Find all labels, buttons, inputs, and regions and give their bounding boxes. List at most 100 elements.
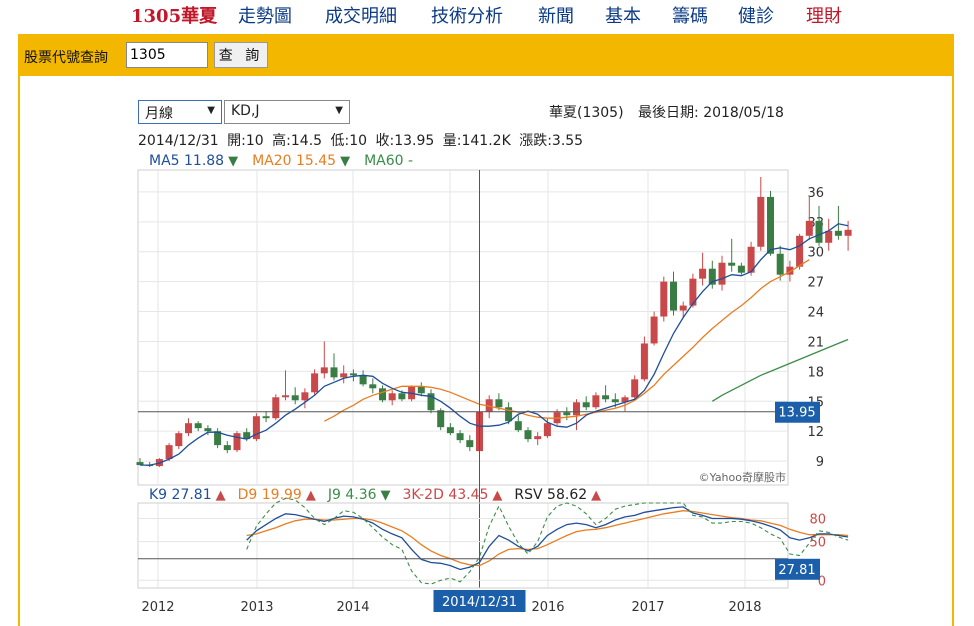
- candle-body: [485, 399, 493, 412]
- nav-health-check[interactable]: 健診: [738, 6, 774, 27]
- nav-stock-name[interactable]: 1305華夏: [131, 6, 218, 27]
- candle-body: [252, 416, 260, 440]
- price-crosshair-box: [775, 401, 820, 423]
- candle-body: [330, 367, 338, 378]
- query-bar: 股票代號查詢 查 詢: [20, 36, 952, 76]
- ma-legend-item: MA60 -: [364, 153, 413, 169]
- change-value: 3.55: [551, 133, 584, 149]
- ma60-line: [711, 338, 849, 402]
- nav-technical-analysis[interactable]: 技術分析: [431, 6, 503, 27]
- content-frame: 股票代號查詢 查 詢: [18, 34, 954, 626]
- j9-line: [246, 497, 849, 585]
- low-value: 10: [349, 133, 368, 149]
- candle-body: [747, 246, 755, 273]
- kd-current-label: 27.81: [778, 563, 815, 578]
- candle-body: [379, 388, 386, 401]
- candle-body: [660, 281, 668, 317]
- candle-body: [223, 445, 231, 451]
- open-label: 開:: [227, 133, 246, 149]
- high-label: 高:: [272, 133, 291, 149]
- nav-fundamentals[interactable]: 基本: [605, 6, 641, 27]
- candle-body: [708, 268, 716, 285]
- candle-body: [214, 431, 222, 446]
- nav-finance[interactable]: 理財: [806, 6, 842, 27]
- period-select-value: 月線: [145, 106, 173, 122]
- candle-body: [679, 305, 687, 311]
- ma-legend-item: MA5 11.88: [149, 153, 224, 169]
- arrow-up-icon: ▲: [216, 488, 226, 503]
- x-tick-label: 2017: [631, 600, 664, 615]
- kd-tick-label: 0: [818, 574, 826, 589]
- stock-name: 華夏(1305): [549, 105, 624, 121]
- ma5-line: [140, 223, 849, 466]
- kd-tick-label: 50: [809, 536, 826, 551]
- candle-body: [834, 230, 842, 236]
- candle-body: [185, 423, 192, 434]
- candle-body: [650, 316, 658, 344]
- kd-legend-item: J9 4.36: [327, 487, 377, 503]
- nav-trend-chart[interactable]: 走勢圖: [238, 6, 292, 27]
- nav-news[interactable]: 新聞: [538, 6, 574, 27]
- price-tick-label: 9: [816, 455, 824, 470]
- last-date: 2018/05/18: [703, 105, 784, 121]
- candle-body: [165, 445, 173, 460]
- candle-body: [670, 281, 677, 311]
- candle-body: [340, 373, 348, 378]
- date-crosshair-box: [433, 590, 526, 612]
- candle-body: [320, 367, 328, 374]
- change-label: 漲跌:: [519, 133, 552, 149]
- x-tick-label: 2018: [728, 600, 761, 615]
- candle-body: [796, 235, 804, 267]
- arrow-up-icon: ▲: [492, 488, 502, 503]
- price-tick-label: 24: [807, 306, 824, 321]
- close-value: 13.95: [394, 133, 435, 149]
- k9-line: [246, 506, 849, 571]
- candle-body: [534, 436, 542, 440]
- price-crosshair-label: 13.95: [778, 406, 815, 421]
- kd-legend-item: D9 19.99: [238, 487, 302, 503]
- candle-body: [233, 433, 241, 451]
- query-label: 股票代號查詢: [24, 50, 108, 66]
- x-tick-label: 2016: [531, 600, 564, 615]
- x-tick-label: 2012: [141, 600, 174, 615]
- query-button[interactable]: 查 詢: [214, 42, 268, 68]
- candle-body: [437, 410, 445, 428]
- candle-body: [573, 402, 580, 416]
- kd-tick-label: 80: [809, 512, 826, 527]
- open-value: 10: [245, 133, 264, 149]
- arrow-down-icon: ▼: [228, 154, 238, 169]
- candle-body: [369, 384, 377, 389]
- candle-body: [728, 262, 736, 266]
- candle-body: [524, 430, 532, 440]
- candle-body: [282, 395, 289, 398]
- volume-value: 141.2K: [461, 133, 511, 149]
- candle-body: [611, 399, 619, 403]
- arrow-up-icon: ▲: [306, 488, 316, 503]
- chevron-down-icon: ▼: [335, 105, 343, 116]
- candle-body: [757, 196, 765, 247]
- d9-line: [246, 510, 849, 567]
- candle-body: [592, 395, 600, 408]
- candle-body: [349, 373, 357, 376]
- candle-body: [262, 416, 270, 419]
- x-tick-label: 2013: [240, 600, 273, 615]
- candle-body: [776, 253, 784, 275]
- nav-chips[interactable]: 籌碼: [672, 6, 708, 27]
- candle-body: [767, 196, 774, 254]
- ohlc-date: 2014/12/31: [138, 133, 219, 149]
- period-select[interactable]: 月線 ▼: [138, 100, 222, 124]
- chevron-down-icon: ▼: [207, 105, 215, 116]
- date-crosshair-label: 2014/12/31: [442, 595, 517, 610]
- last-date-label: 最後日期:: [638, 105, 699, 121]
- ma-legend-item: MA20 15.45: [252, 153, 336, 169]
- candle-body: [505, 407, 513, 422]
- nav-trade-details[interactable]: 成交明細: [325, 6, 397, 27]
- indicator-select[interactable]: KD,J ▼: [224, 100, 350, 124]
- candle-body: [602, 395, 610, 400]
- stock-code-input[interactable]: [126, 42, 208, 68]
- candle-body: [398, 393, 406, 400]
- candle-body: [699, 268, 707, 279]
- candle-body: [543, 423, 551, 437]
- candle-body: [272, 397, 280, 419]
